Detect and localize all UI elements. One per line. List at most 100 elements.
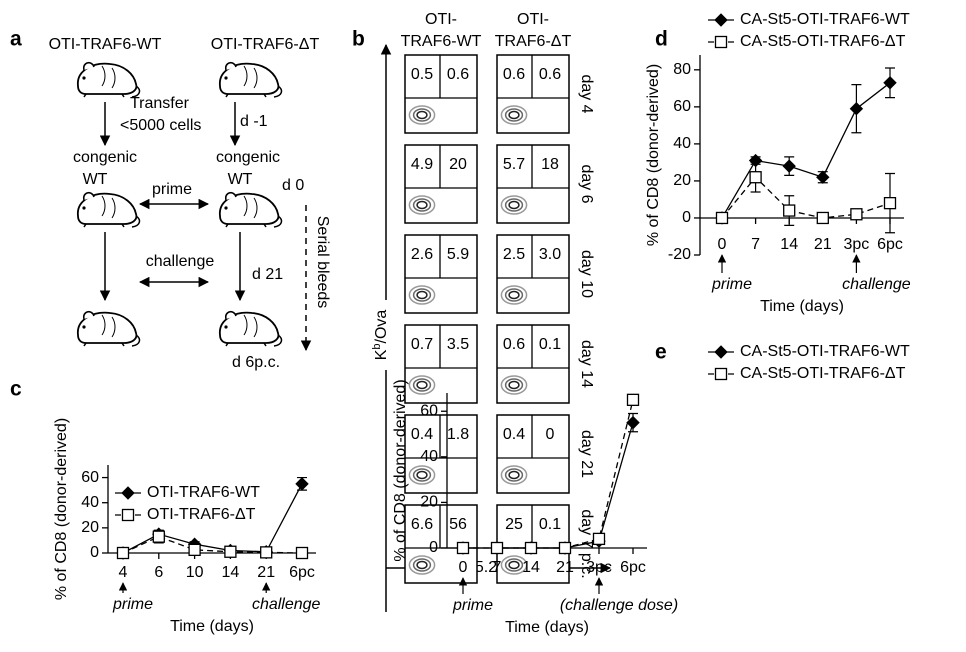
legend-label: OTI-TRAF6-ΔT [147,506,256,523]
day-label: day 10 [578,250,595,298]
panel-b: b CD45.2 Kb/Ova OTI-TRAF6-WTOTI-TRAF6-ΔT… [352,11,612,612]
x-tick-label: 6pc [620,559,646,576]
annotation: prime [112,596,153,613]
contour [500,285,528,305]
y-tick-label: 0 [90,544,99,561]
data-point [116,546,130,560]
mouse-icon [218,191,283,228]
contour [500,105,528,125]
quadrant-value: 0.4 [503,426,525,443]
y-axis-label: % of CD8 (donor-derived) [53,418,70,600]
x-tick-label: 7 [751,236,760,253]
x-tick-label: 3pc [586,559,612,576]
data-point [626,393,640,406]
contour [408,285,436,305]
x-tick-label: 21 [556,559,574,576]
day-label: day 6 [578,164,595,203]
step-label: d -1 [240,113,268,130]
donor-label: OTI-TRAF6-WT [49,36,162,53]
axis-label-part: K [373,349,390,360]
data-point [782,159,796,173]
legend-marker [121,508,135,522]
x-axis-label: Time (days) [505,619,589,636]
chart-panel: c 0 20 40 60 4 6 10 14 21 6pc Time (days) % of CD8 (… [10,378,321,636]
y-tick-label: -20 [668,246,691,263]
annotation: challenge [252,596,321,613]
day-label: day 4 [578,74,595,113]
legend-label: CA-St5-OTI-TRAF6-WT [740,343,910,360]
quadrant-value: 4.9 [411,156,433,173]
column-header: OTI- [517,11,549,28]
x-tick-label: 6pc [877,236,903,253]
recipient-label: WT [83,171,108,188]
legend-label: CA-St5-OTI-TRAF6-ΔT [740,365,906,382]
x-tick-label: 14 [780,236,798,253]
x-tick-label: 21 [257,564,275,581]
legend-label: OTI-TRAF6-WT [147,484,260,501]
y-tick-label: 0 [682,209,691,226]
quadrant-value: 1.8 [447,426,469,443]
recipient-label: WT [228,171,253,188]
contour [408,555,436,575]
x-tick-label: 10 [186,564,204,581]
data-point [295,477,309,491]
contour [500,375,528,395]
x-axis-label: Time (days) [760,298,844,315]
y-tick-label: 40 [81,494,99,511]
quadrant-value: 0.6 [447,66,469,83]
legend-label: CA-St5-OTI-TRAF6-ΔT [740,33,906,50]
data-point [152,530,165,543]
contour [408,375,436,395]
legend-marker [714,345,728,359]
quadrant-value: 5.9 [447,246,469,263]
panel-label: a [10,28,22,51]
quadrant-value: 3.5 [447,336,469,353]
quadrant-value: 3.0 [539,246,561,263]
donor-label: OTI-TRAF6-ΔT [211,36,320,53]
day-label: day 14 [578,340,595,388]
contour [416,560,428,570]
day-label: day 21 [578,430,595,478]
y-tick-label: 20 [420,494,438,511]
quadrant-value: 5.7 [503,156,525,173]
x-tick-label: 3pc [844,236,870,253]
y-axis-label: % of CD8 (donor-derived) [645,64,662,246]
contour [412,558,432,572]
contour [412,378,432,392]
data-point [816,211,829,225]
panel-label: e [655,341,667,364]
column-header: OTI- [425,11,457,28]
data-point [558,541,572,555]
panel-a: a OTI-TRAF6-WT OTI-TRAF6-ΔT Transfer <50… [10,28,331,372]
step-label: prime [152,181,192,198]
quadrant-value: 18 [541,156,559,173]
y-tick-label: 20 [81,519,99,536]
series-line [721,176,891,219]
panel-label: d [655,28,668,51]
contour [408,105,436,125]
data-point [490,541,504,555]
axis-label-part: /Ova [373,310,390,344]
contour [500,195,528,215]
contour [504,558,524,572]
x-tick-label: 6 [154,564,163,581]
data-point [749,171,762,184]
step-label: d 6p.c. [232,354,280,371]
contour [508,470,520,480]
data-point [816,170,830,184]
column-header: TRAF6-WT [401,33,482,50]
contour [504,198,524,212]
quadrant-value: 20 [449,156,467,173]
panel-label: b [352,28,365,51]
contour [416,380,428,390]
y-tick-label: 40 [673,135,691,152]
chart-panel: e 0 20 40 60 0 7 14 21 3pc 6pc Time (days) % of CD8 … [392,341,910,637]
quadrant-value: 2.5 [503,246,525,263]
contour [500,555,528,575]
x-tick-label: 14 [522,559,540,576]
quadrant-value: 0.7 [411,336,433,353]
data-point [783,204,796,217]
legend-marker [714,367,728,381]
y-tick-label: 0 [429,539,438,556]
